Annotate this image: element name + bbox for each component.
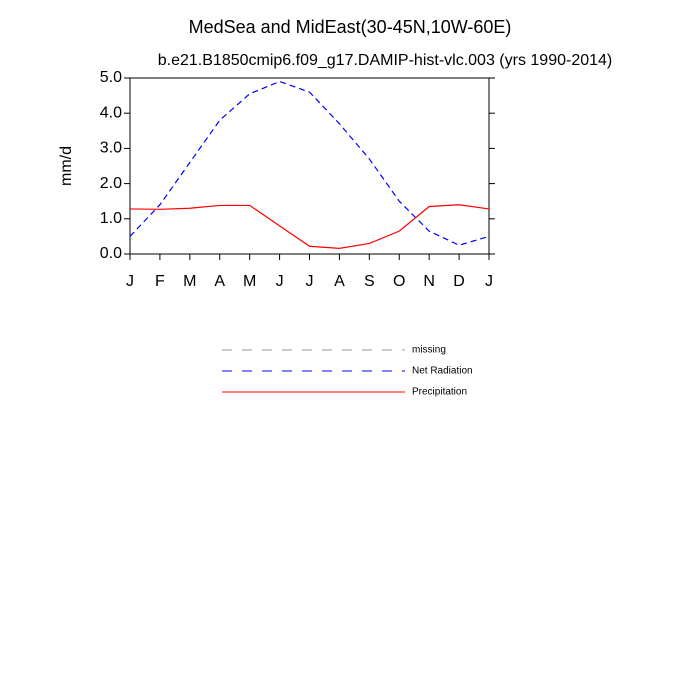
- x-tick-label: A: [214, 273, 225, 290]
- plot-frame: [129, 77, 490, 255]
- x-tick-label: J: [485, 273, 493, 290]
- x-tick-label: J: [306, 273, 314, 290]
- x-tick-label: D: [453, 273, 465, 290]
- series-line: [129, 80, 490, 246]
- chart-subtitle: b.e21.B1850cmip6.f09_g17.DAMIP-hist-vlc.…: [158, 52, 612, 69]
- x-tick-label: N: [423, 273, 435, 290]
- legend-label: Precipitation: [412, 387, 467, 398]
- chart-title: MedSea and MidEast(30-45N,10W-60E): [189, 17, 512, 37]
- series-line: [129, 204, 490, 249]
- y-tick-label: 3.0: [100, 140, 122, 157]
- x-tick-label: S: [364, 273, 375, 290]
- legend-label: missing: [412, 345, 446, 356]
- y-tick-label: 1.0: [100, 210, 122, 227]
- y-axis-label: mm/d: [58, 146, 75, 186]
- x-tick-label: J: [276, 273, 284, 290]
- y-tick-label: 0.0: [100, 245, 122, 262]
- x-tick-label: O: [393, 273, 405, 290]
- y-tick-label: 5.0: [100, 69, 122, 86]
- x-tick-label: A: [334, 273, 345, 290]
- legend-label: Net Radiation: [412, 366, 473, 377]
- y-tick-label: 4.0: [100, 104, 122, 121]
- x-tick-label: M: [243, 273, 256, 290]
- y-tick-label: 2.0: [100, 175, 122, 192]
- x-tick-label: J: [126, 273, 134, 290]
- x-tick-label: M: [183, 273, 196, 290]
- x-tick-label: F: [155, 273, 165, 290]
